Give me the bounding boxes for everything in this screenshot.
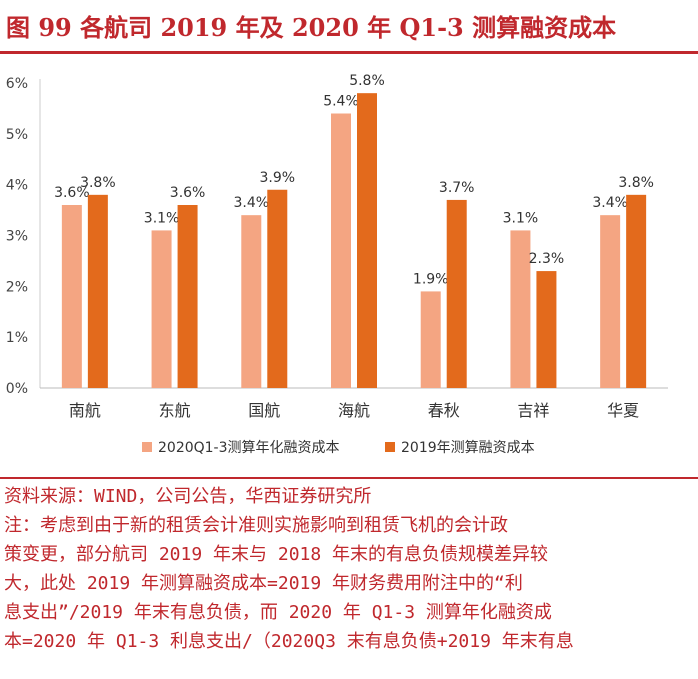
note-line-1: 注：考虑到由于新的租赁会计准则实施影响到租赁飞机的会计政 [4, 515, 508, 536]
figure-title: 图 99 各航司 2019 年及 2020 年 Q1-3 测算融资成本 [6, 13, 617, 42]
category-label: 吉祥 [517, 401, 549, 420]
data-label: 3.8% [618, 175, 654, 191]
data-label: 5.4% [323, 94, 359, 110]
data-label: 3.7% [439, 180, 475, 196]
bar [331, 113, 351, 388]
notes-block: 资料来源：WIND，公司公告，华西证券研究所 注：考虑到由于新的租赁会计准则实施… [4, 482, 694, 656]
legend-swatch [385, 442, 395, 452]
y-tick-label: 1% [6, 330, 28, 346]
data-label: 3.8% [80, 175, 116, 191]
bar [241, 215, 262, 388]
y-tick-label: 3% [6, 229, 28, 245]
legend-label: 2020Q1-3测算年化融资成本 [158, 440, 340, 456]
y-tick-label: 5% [6, 127, 28, 143]
notes-divider [0, 477, 698, 479]
category-label: 华夏 [607, 401, 639, 420]
bar [600, 215, 621, 388]
data-label: 3.1% [503, 210, 539, 226]
category-label: 国航 [248, 401, 280, 420]
y-tick-label: 0% [6, 381, 28, 397]
data-label: 3.6% [170, 185, 206, 201]
data-label: 1.9% [413, 271, 449, 287]
note-line-4: 息支出”/2019 年末有息负债，而 2020 年 Q1-3 测算年化融资成 [4, 602, 552, 623]
category-label: 南航 [69, 401, 101, 420]
note-line-5: 本=2020 年 Q1-3 利息支出/（2020Q3 末有息负债+2019 年末… [4, 631, 574, 652]
bar [267, 189, 288, 388]
category-label: 春秋 [428, 401, 460, 420]
bar [61, 205, 82, 388]
y-tick-label: 2% [6, 279, 28, 295]
bar [626, 194, 647, 388]
bar-chart: 0%1%2%3%4%5%6%3.6%3.8%南航3.1%3.6%东航3.4%3.… [6, 73, 668, 456]
bar [357, 93, 377, 388]
legend-label: 2019年测算融资成本 [401, 440, 535, 456]
y-tick-label: 4% [6, 178, 28, 194]
note-line-3: 大，此处 2019 年测算融资成本=2019 年财务费用附注中的“利 [4, 573, 523, 594]
category-label: 东航 [159, 401, 191, 420]
bar [87, 194, 108, 388]
data-label: 3.9% [259, 170, 295, 186]
bar [510, 230, 531, 388]
data-label: 3.6% [54, 185, 90, 201]
category-label: 海航 [338, 401, 370, 420]
title-divider [0, 51, 698, 54]
bar [420, 291, 441, 388]
data-label: 2.3% [529, 251, 565, 267]
note-line-2: 策变更，部分航司 2019 年末与 2018 年末的有息负债规模差异较 [4, 544, 549, 565]
source-line: 资料来源：WIND，公司公告，华西证券研究所 [4, 486, 372, 507]
y-tick-label: 6% [6, 76, 28, 92]
data-label: 3.4% [233, 195, 269, 211]
data-label: 3.1% [144, 210, 180, 226]
data-label: 3.4% [592, 195, 628, 211]
bar [177, 205, 198, 388]
data-label: 5.8% [349, 73, 385, 89]
bar [151, 230, 172, 388]
legend-swatch [142, 442, 152, 452]
bar [446, 199, 467, 388]
bar [536, 271, 557, 388]
